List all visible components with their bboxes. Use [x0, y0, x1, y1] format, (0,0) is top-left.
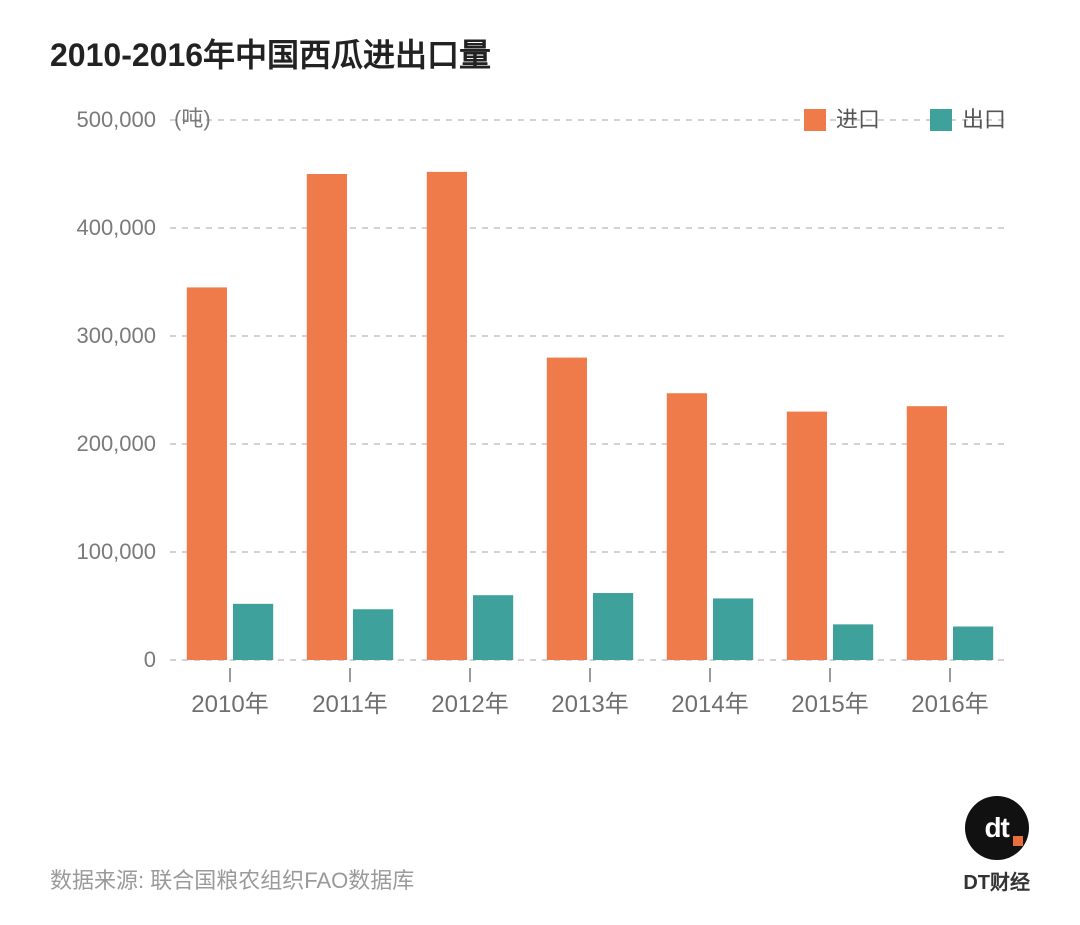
legend-label: 出口	[962, 107, 1006, 132]
x-axis-label: 2010年	[191, 691, 268, 718]
brand-logo-icon: dt	[965, 796, 1029, 860]
bar	[353, 609, 393, 660]
source-label: 数据来源: 联合国粮农组织FAO数据库	[50, 863, 414, 895]
legend-label: 进口	[836, 107, 880, 132]
y-axis-label: 300,000	[76, 323, 156, 348]
x-axis-label: 2013年	[551, 691, 628, 718]
legend-swatch	[804, 109, 826, 131]
bar	[307, 174, 347, 660]
y-axis-label: 400,000	[76, 215, 156, 240]
footer: 数据来源: 联合国粮农组织FAO数据库 dt DT财经	[50, 796, 1030, 895]
x-axis-label: 2015年	[791, 691, 868, 718]
brand-block: dt DT财经	[963, 796, 1030, 895]
bar	[787, 412, 827, 660]
legend-swatch	[930, 109, 952, 131]
chart-title: 2010-2016年中国西瓜进出口量	[50, 30, 1030, 76]
bar	[427, 172, 467, 660]
bar	[907, 406, 947, 660]
y-axis-label: 0	[144, 647, 156, 672]
bar	[953, 627, 993, 660]
x-axis-label: 2016年	[911, 691, 988, 718]
bar	[233, 604, 273, 660]
y-axis-label: 200,000	[76, 431, 156, 456]
bar-chart-svg: 0 100,000 200,000 300,000 400,000 500,000 (吨) 出…	[50, 100, 1030, 740]
y-axis-unit: (吨)	[174, 106, 211, 131]
x-axis-label: 2011年	[312, 691, 388, 718]
y-axis-label: 500,000	[76, 107, 156, 132]
bar	[713, 598, 753, 660]
bar	[187, 287, 227, 660]
x-axis-label: 2014年	[671, 691, 748, 718]
bar	[833, 624, 873, 660]
chart-area: 0 100,000 200,000 300,000 400,000 500,000 (吨) 出…	[50, 100, 1030, 740]
x-axis-label: 2012年	[431, 691, 508, 718]
bar	[473, 595, 513, 660]
bar	[593, 593, 633, 660]
y-axis-label: 100,000	[76, 539, 156, 564]
bar	[547, 358, 587, 660]
brand-name: DT财经	[963, 866, 1030, 895]
bar	[667, 393, 707, 660]
